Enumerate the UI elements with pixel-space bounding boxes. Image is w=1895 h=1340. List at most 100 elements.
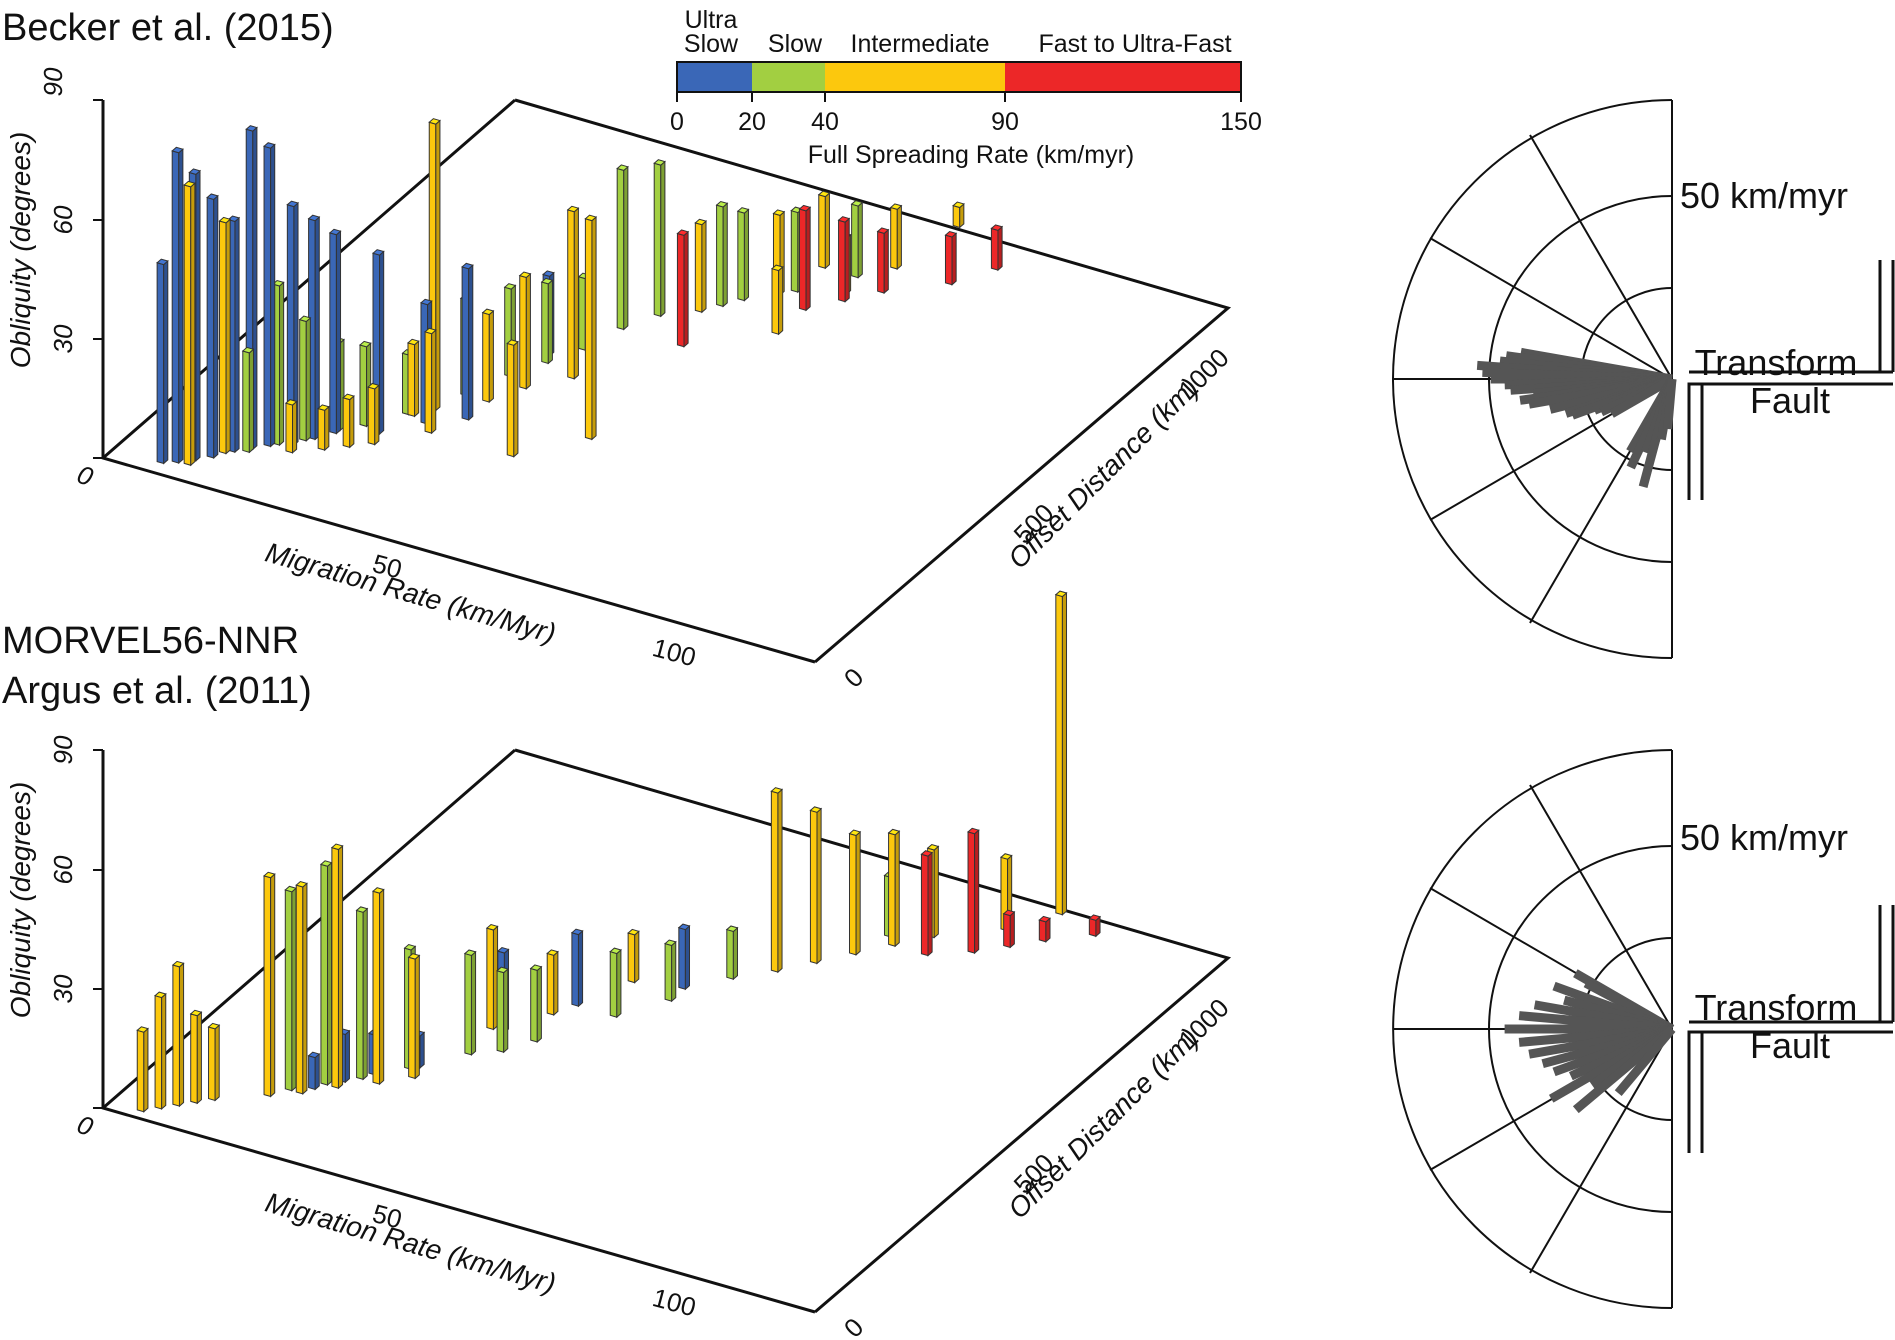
bar-8 xyxy=(837,216,851,303)
bar-face xyxy=(156,258,169,266)
bar-face xyxy=(218,216,232,224)
bar-face xyxy=(372,890,381,1085)
bar-face xyxy=(553,950,559,1017)
bar-face xyxy=(770,790,779,973)
bar-34 xyxy=(307,1051,321,1091)
bar-0 xyxy=(952,201,965,229)
bar-face xyxy=(926,844,940,851)
top-x-tick-100: 100 xyxy=(649,632,699,672)
top-rose-ring-label: 50 km/myr xyxy=(1680,175,1848,216)
bar-face xyxy=(208,1026,216,1102)
bar-face xyxy=(920,853,929,957)
bar-35 xyxy=(284,885,298,1092)
bar-face xyxy=(894,830,900,948)
legend-swatch-intermediate xyxy=(825,62,1005,92)
bar-face xyxy=(488,309,494,404)
bar-face xyxy=(414,340,420,418)
bar-face xyxy=(295,880,308,888)
bar-face xyxy=(485,923,499,931)
bar-face xyxy=(1002,909,1016,917)
bar-face xyxy=(536,965,542,1044)
bar-face xyxy=(694,222,703,313)
top-3d-ticks xyxy=(93,99,103,459)
bar-face xyxy=(154,991,167,999)
bottom-panel-title-line2: Argus et al. (2011) xyxy=(2,670,312,712)
bar-face xyxy=(530,967,538,1043)
bar-face xyxy=(660,160,666,318)
bar-0 xyxy=(1054,590,1068,916)
bar-face xyxy=(263,871,276,879)
bar-face xyxy=(888,832,896,947)
legend-slow-label: Slow xyxy=(768,30,823,58)
bar-18 xyxy=(609,947,622,1019)
top-y-tick-0: 0 xyxy=(838,662,869,693)
bar-face xyxy=(163,259,169,465)
bar-face xyxy=(890,206,898,270)
bar-face xyxy=(342,397,351,449)
bar-23 xyxy=(496,966,509,1054)
top-z-tick-0: 0 xyxy=(73,459,97,492)
top-z-tick-30: 30 xyxy=(48,324,78,353)
bar-face xyxy=(573,207,579,380)
bar-face xyxy=(571,932,579,1007)
bar-face xyxy=(770,264,784,272)
bottom-z-tick-30: 30 xyxy=(48,974,78,1003)
bottom-z-tick-0: 0 xyxy=(73,1109,97,1142)
top-bar-series xyxy=(156,118,1004,467)
bottom-x-axis-label: Migration Rate (km/Myr) xyxy=(262,1187,559,1300)
bar-face xyxy=(298,315,312,323)
bar-face xyxy=(227,215,241,223)
bar-16 xyxy=(664,939,677,1003)
bottom-3d-ticks xyxy=(93,749,103,1109)
bar-face xyxy=(379,250,385,436)
bar-face xyxy=(359,344,368,428)
bar-face xyxy=(967,827,980,835)
bar-face xyxy=(342,393,355,401)
bar-24 xyxy=(463,949,477,1056)
bar-face xyxy=(285,402,294,454)
bar-face xyxy=(245,125,258,132)
bar-face xyxy=(824,191,830,270)
bar-face xyxy=(328,228,342,236)
bar-41 xyxy=(342,393,355,449)
bar-14 xyxy=(694,218,708,314)
bar-37 xyxy=(263,871,276,1098)
bar-face xyxy=(883,228,889,295)
bar-face xyxy=(503,967,509,1054)
bottom-x-tick-100: 100 xyxy=(649,1282,699,1322)
bar-face xyxy=(464,952,472,1056)
bar-face xyxy=(419,1031,425,1070)
bar-13 xyxy=(715,200,729,308)
bar-face xyxy=(190,1013,198,1104)
bar-face xyxy=(725,925,739,933)
bar-face xyxy=(653,159,666,166)
bar-18 xyxy=(676,229,690,348)
bar-face xyxy=(225,218,231,455)
bar-27 xyxy=(584,214,598,441)
bar-32 xyxy=(319,860,333,1087)
bar-face xyxy=(468,264,474,422)
bar-face xyxy=(584,214,598,222)
top-x-axis-label: Migration Rate (km/Myr) xyxy=(262,537,559,650)
bar-face xyxy=(470,950,477,1056)
bar-face xyxy=(407,342,416,418)
bar-face xyxy=(677,923,691,931)
bar-face xyxy=(435,119,441,412)
bar-face xyxy=(263,145,272,448)
bar-face xyxy=(317,404,330,411)
bar-26 xyxy=(481,308,495,404)
bar-face xyxy=(566,205,580,213)
bar-face xyxy=(331,846,339,1089)
legend-ultra-label: Ultra xyxy=(685,6,738,34)
bar-17 xyxy=(570,928,584,1008)
bar-face xyxy=(195,169,201,462)
bar-face xyxy=(291,887,297,1092)
bar-30 xyxy=(371,887,385,1086)
bar-36 xyxy=(358,340,372,428)
legend-tick-20: 20 xyxy=(738,108,766,136)
bar-face xyxy=(379,888,385,1086)
bar-face xyxy=(349,394,355,449)
bar-face xyxy=(716,204,724,308)
bar-face xyxy=(270,143,276,448)
spreading-rate-legend: Ultra Slow Slow Intermediate Fast to Ult… xyxy=(670,6,1262,169)
